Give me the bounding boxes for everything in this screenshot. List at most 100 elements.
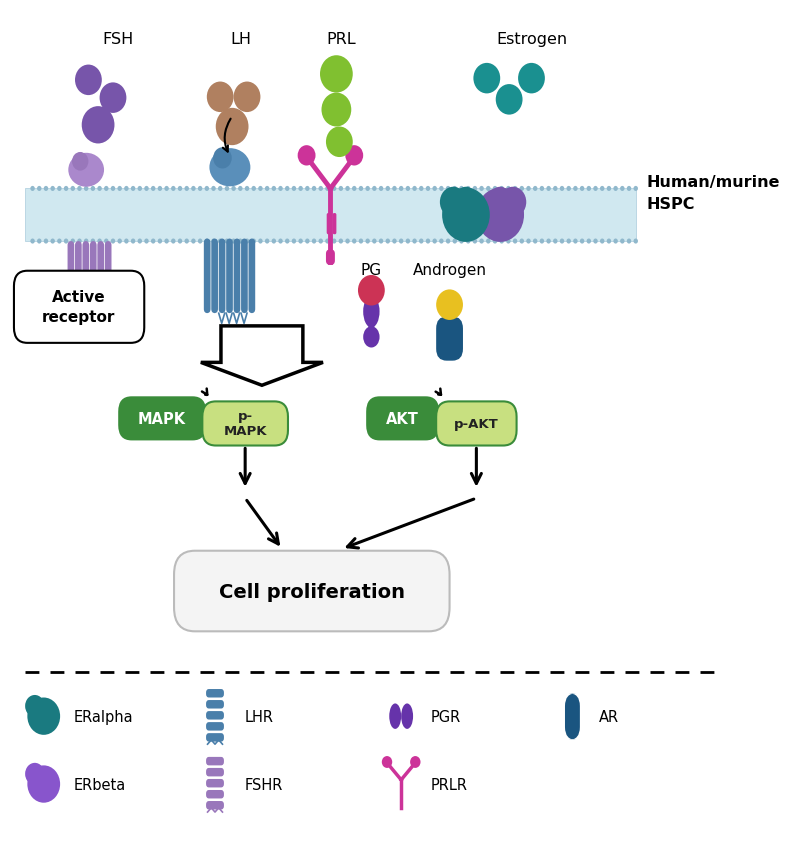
Circle shape: [285, 239, 290, 244]
FancyBboxPatch shape: [206, 779, 224, 787]
Circle shape: [379, 239, 383, 244]
Circle shape: [185, 187, 189, 192]
FancyBboxPatch shape: [98, 241, 104, 305]
Circle shape: [606, 187, 611, 192]
Text: PG: PG: [361, 262, 382, 277]
Circle shape: [305, 239, 310, 244]
Circle shape: [118, 187, 122, 192]
Circle shape: [211, 187, 216, 192]
Circle shape: [205, 187, 209, 192]
Circle shape: [322, 94, 351, 127]
Circle shape: [614, 187, 618, 192]
Circle shape: [439, 187, 444, 192]
Circle shape: [171, 239, 175, 244]
FancyBboxPatch shape: [234, 239, 240, 314]
FancyBboxPatch shape: [326, 214, 330, 235]
Text: PRL: PRL: [326, 32, 357, 47]
Circle shape: [75, 66, 102, 96]
Text: Estrogen: Estrogen: [496, 32, 567, 47]
FancyBboxPatch shape: [206, 757, 224, 765]
Circle shape: [580, 239, 584, 244]
FancyBboxPatch shape: [436, 317, 463, 362]
Circle shape: [312, 187, 316, 192]
Circle shape: [473, 187, 477, 192]
Circle shape: [594, 239, 598, 244]
Circle shape: [620, 239, 625, 244]
Circle shape: [25, 695, 45, 717]
Circle shape: [332, 239, 336, 244]
Ellipse shape: [390, 704, 401, 729]
Circle shape: [278, 187, 282, 192]
Circle shape: [318, 239, 323, 244]
FancyBboxPatch shape: [90, 241, 97, 305]
Circle shape: [298, 239, 303, 244]
Text: p-AKT: p-AKT: [454, 417, 498, 431]
Circle shape: [620, 187, 625, 192]
Circle shape: [442, 189, 490, 242]
Circle shape: [171, 187, 175, 192]
Circle shape: [382, 756, 392, 768]
Circle shape: [231, 187, 236, 192]
Text: LH: LH: [230, 32, 251, 47]
Circle shape: [594, 187, 598, 192]
Circle shape: [399, 187, 403, 192]
Circle shape: [519, 239, 524, 244]
Circle shape: [138, 187, 142, 192]
Circle shape: [218, 187, 222, 192]
FancyBboxPatch shape: [118, 397, 206, 441]
Circle shape: [352, 239, 357, 244]
Circle shape: [493, 239, 498, 244]
Circle shape: [151, 187, 155, 192]
Circle shape: [57, 239, 62, 244]
Ellipse shape: [210, 149, 250, 187]
Circle shape: [513, 239, 518, 244]
FancyBboxPatch shape: [174, 551, 450, 631]
Circle shape: [64, 239, 68, 244]
Ellipse shape: [368, 319, 374, 334]
Circle shape: [305, 187, 310, 192]
FancyBboxPatch shape: [105, 241, 111, 305]
Circle shape: [64, 187, 68, 192]
Circle shape: [245, 239, 250, 244]
Circle shape: [410, 756, 421, 768]
Circle shape: [50, 187, 55, 192]
Circle shape: [453, 239, 457, 244]
FancyBboxPatch shape: [206, 689, 224, 698]
Circle shape: [326, 187, 330, 192]
Circle shape: [560, 187, 564, 192]
Circle shape: [44, 187, 48, 192]
Circle shape: [318, 187, 323, 192]
FancyBboxPatch shape: [226, 239, 233, 314]
Circle shape: [70, 239, 75, 244]
Circle shape: [634, 187, 638, 192]
Text: p-
MAPK: p- MAPK: [223, 410, 267, 438]
Circle shape: [298, 146, 315, 166]
Circle shape: [453, 187, 457, 192]
Circle shape: [144, 187, 149, 192]
Circle shape: [412, 239, 417, 244]
Circle shape: [110, 187, 115, 192]
Circle shape: [326, 127, 353, 158]
Circle shape: [205, 239, 209, 244]
FancyBboxPatch shape: [333, 214, 336, 235]
Circle shape: [131, 187, 135, 192]
Circle shape: [234, 83, 261, 113]
Circle shape: [540, 239, 544, 244]
Circle shape: [433, 239, 437, 244]
Circle shape: [30, 187, 34, 192]
Circle shape: [506, 187, 510, 192]
Circle shape: [158, 187, 162, 192]
Circle shape: [540, 187, 544, 192]
Circle shape: [372, 187, 377, 192]
Circle shape: [412, 187, 417, 192]
Circle shape: [320, 56, 353, 94]
Circle shape: [600, 187, 605, 192]
Circle shape: [454, 188, 477, 213]
Circle shape: [372, 239, 377, 244]
FancyBboxPatch shape: [436, 402, 517, 446]
Ellipse shape: [213, 148, 232, 169]
Text: PRLR: PRLR: [431, 776, 468, 792]
Circle shape: [496, 85, 522, 115]
Polygon shape: [201, 327, 323, 386]
Circle shape: [298, 187, 303, 192]
